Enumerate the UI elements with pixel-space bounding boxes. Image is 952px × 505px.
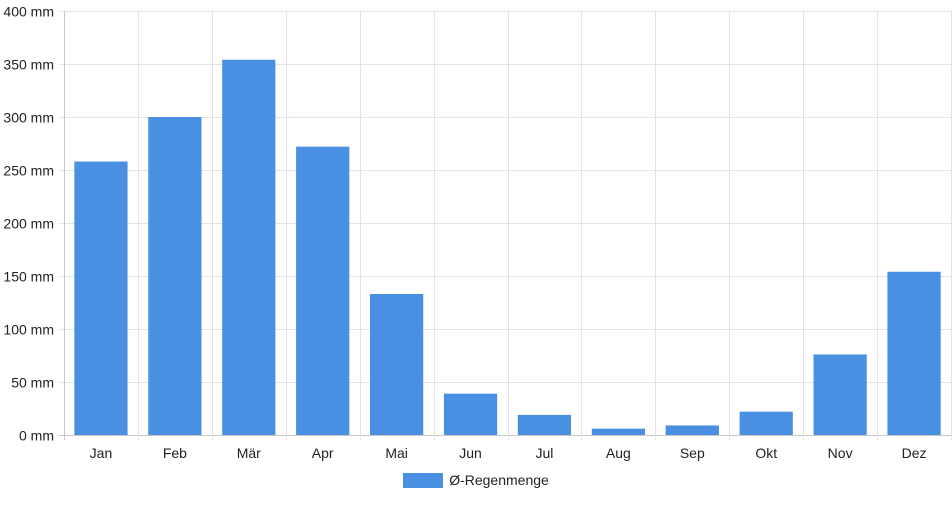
legend[interactable]: Ø-Regenmenge xyxy=(0,472,952,488)
x-tick-label: Apr xyxy=(312,445,334,461)
bars xyxy=(74,59,941,435)
x-tick-label: Dez xyxy=(902,445,927,461)
x-tick-label: Okt xyxy=(755,445,777,461)
bar-jan[interactable] xyxy=(74,161,128,435)
x-tick-labels: Jan Feb Mär Apr Mai Jun Jul Aug Sep Okt Nov Dez xyxy=(90,445,927,461)
y-tick-label: 350 mm xyxy=(3,57,54,73)
y-tick-label: 300 mm xyxy=(3,110,54,126)
bar-feb[interactable] xyxy=(148,117,202,435)
bar-apr[interactable] xyxy=(296,146,350,435)
x-tick-label: Nov xyxy=(828,445,853,461)
x-tick-label: Aug xyxy=(606,445,631,461)
x-tick-label: Mär xyxy=(237,445,261,461)
x-tick-label: Jul xyxy=(536,445,554,461)
y-tick-label: 200 mm xyxy=(3,216,54,232)
bar-jul[interactable] xyxy=(517,414,572,435)
x-tick-label: Mai xyxy=(385,445,408,461)
bar-nov[interactable] xyxy=(813,354,867,435)
bar-mai[interactable] xyxy=(370,294,424,435)
y-tick-label: 250 mm xyxy=(3,163,54,179)
bar-dez[interactable] xyxy=(887,271,941,435)
bar-aug[interactable] xyxy=(591,428,645,435)
legend-swatch xyxy=(403,472,444,488)
x-tick-label: Jan xyxy=(90,445,113,461)
x-tick-label: Jun xyxy=(459,445,482,461)
x-tick-label: Sep xyxy=(680,445,705,461)
y-tick-labels: 0 mm 50 mm 100 mm 150 mm 200 mm 250 mm 300 mm 3… xyxy=(3,4,54,444)
bar-sep[interactable] xyxy=(665,425,719,435)
legend-label: Ø-Regenmenge xyxy=(449,472,549,488)
x-tick-label: Feb xyxy=(163,445,187,461)
bar-okt[interactable] xyxy=(739,411,793,435)
y-tick-label: 50 mm xyxy=(11,375,54,391)
y-tick-label: 100 mm xyxy=(3,322,54,338)
y-tick-label: 0 mm xyxy=(19,428,54,444)
y-tick-label: 400 mm xyxy=(3,4,54,20)
y-tick-label: 150 mm xyxy=(3,269,54,285)
bar-mär[interactable] xyxy=(222,59,276,435)
bar-jun[interactable] xyxy=(443,393,498,435)
